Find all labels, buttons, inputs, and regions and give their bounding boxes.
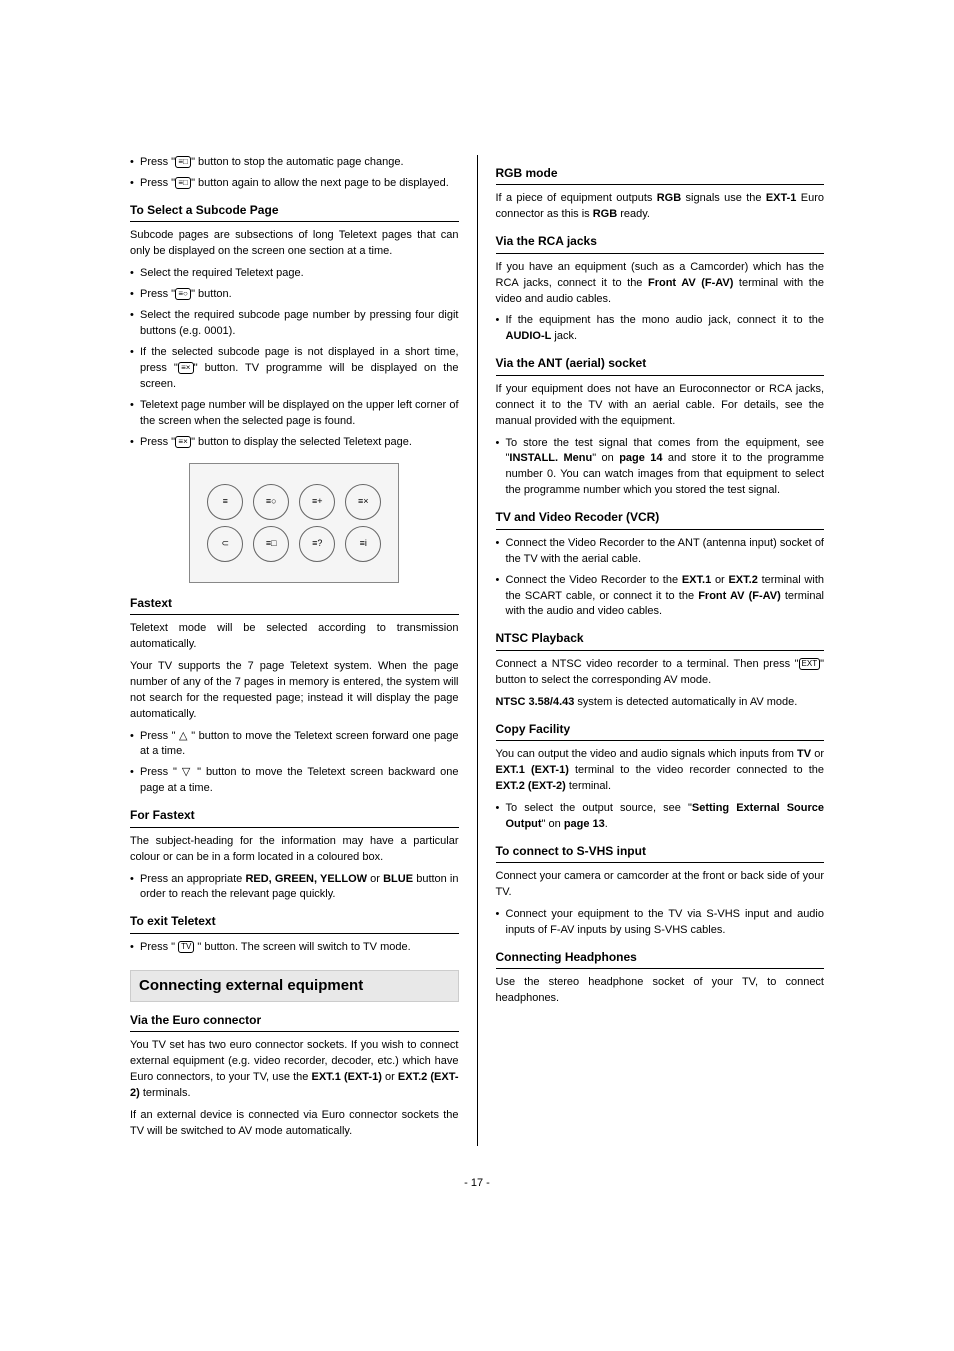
- bullet-item: •Connect the Video Recorder to the EXT.1…: [496, 573, 825, 621]
- para: Connect a NTSC video recorder to a termi…: [496, 657, 825, 689]
- time-icon: ≡○: [175, 288, 191, 300]
- remote-button: ≡+: [299, 484, 335, 520]
- bullet-item: • Press "≡□" button to stop the automati…: [130, 155, 459, 171]
- subhead-ant: Via the ANT (aerial) socket: [496, 355, 825, 375]
- subhead-svhs: To connect to S-VHS input: [496, 843, 825, 863]
- bullet-item: •Select the required subcode page number…: [130, 308, 459, 340]
- subhead-exit: To exit Teletext: [130, 913, 459, 933]
- subhead-rca: Via the RCA jacks: [496, 233, 825, 253]
- page-number: - 17 -: [130, 1176, 824, 1192]
- ext-icon: EXT: [799, 658, 821, 670]
- left-column: • Press "≡□" button to stop the automati…: [130, 155, 459, 1146]
- hold-icon: ≡□: [175, 177, 191, 189]
- column-divider: [477, 155, 478, 1146]
- bullet-item: •Press "≡○" button.: [130, 287, 459, 303]
- bullet-item: •Press " ▽ " button to move the Teletext…: [130, 765, 459, 797]
- remote-button: ≡×: [345, 484, 381, 520]
- para: The subject-heading for the information …: [130, 834, 459, 866]
- mix-icon: ≡×: [178, 362, 194, 374]
- bullet-text: Press "≡□" button to stop the automatic …: [140, 155, 459, 171]
- subhead-euro: Via the Euro connector: [130, 1012, 459, 1032]
- para: Teletext mode will be selected according…: [130, 621, 459, 653]
- section-connecting: Connecting external equipment: [130, 970, 459, 1002]
- para: If an external device is connected via E…: [130, 1108, 459, 1140]
- bullet-item: •Teletext page number will be displayed …: [130, 398, 459, 430]
- subhead-for-fastext: For Fastext: [130, 807, 459, 827]
- remote-button: ⊂: [207, 526, 243, 562]
- bullet-item: •Select the required Teletext page.: [130, 266, 459, 282]
- para: Subcode pages are subsections of long Te…: [130, 228, 459, 260]
- para: If your equipment does not have an Euroc…: [496, 382, 825, 430]
- para: If you have an equipment (such as a Camc…: [496, 260, 825, 308]
- remote-button: ≡i: [345, 526, 381, 562]
- para: Connect your camera or camcorder at the …: [496, 869, 825, 901]
- remote-diagram: ≡ ≡○ ≡+ ≡× ⊂ ≡□ ≡? ≡i: [189, 463, 399, 583]
- subhead-fastext: Fastext: [130, 595, 459, 615]
- para: Use the stereo headphone socket of your …: [496, 975, 825, 1007]
- para: You can output the video and audio signa…: [496, 747, 825, 795]
- subhead-copy: Copy Facility: [496, 721, 825, 741]
- bullet-item: •Connect the Video Recorder to the ANT (…: [496, 536, 825, 568]
- bullet-item: •If the selected subcode page is not dis…: [130, 345, 459, 393]
- bullet-item: •To store the test signal that comes fro…: [496, 436, 825, 500]
- bullet-item: •Press " △ " button to move the Teletext…: [130, 729, 459, 761]
- remote-button: ≡□: [253, 526, 289, 562]
- mix-icon: ≡×: [175, 436, 191, 448]
- right-column: RGB mode If a piece of equipment outputs…: [496, 155, 825, 1146]
- subhead-ntsc: NTSC Playback: [496, 630, 825, 650]
- remote-button: ≡○: [253, 484, 289, 520]
- bullet-item: •Press " TV " button. The screen will sw…: [130, 940, 459, 956]
- bullet-item: • Press "≡□" button again to allow the n…: [130, 176, 459, 192]
- para: Your TV supports the 7 page Teletext sys…: [130, 659, 459, 723]
- page-columns: • Press "≡□" button to stop the automati…: [130, 155, 824, 1146]
- bullet-item: •Connect your equipment to the TV via S-…: [496, 907, 825, 939]
- para: NTSC 3.58/4.43 system is detected automa…: [496, 695, 825, 711]
- para: If a piece of equipment outputs RGB sign…: [496, 191, 825, 223]
- hold-icon: ≡□: [175, 156, 191, 168]
- subhead-vcr: TV and Video Recoder (VCR): [496, 509, 825, 529]
- remote-button: ≡?: [299, 526, 335, 562]
- bullet-item: •Press "≡×" button to display the select…: [130, 435, 459, 451]
- subhead-headphones: Connecting Headphones: [496, 949, 825, 969]
- bullet-text: Press "≡□" button again to allow the nex…: [140, 176, 459, 192]
- subhead-rgb: RGB mode: [496, 165, 825, 185]
- bullet-item: •If the equipment has the mono audio jac…: [496, 313, 825, 345]
- remote-button: ≡: [207, 484, 243, 520]
- bullet-item: •To select the output source, see "Setti…: [496, 801, 825, 833]
- subhead-subcode: To Select a Subcode Page: [130, 202, 459, 222]
- tv-icon: TV: [178, 941, 194, 953]
- para: You TV set has two euro connector socket…: [130, 1038, 459, 1102]
- bullet-item: •Press an appropriate RED, GREEN, YELLOW…: [130, 872, 459, 904]
